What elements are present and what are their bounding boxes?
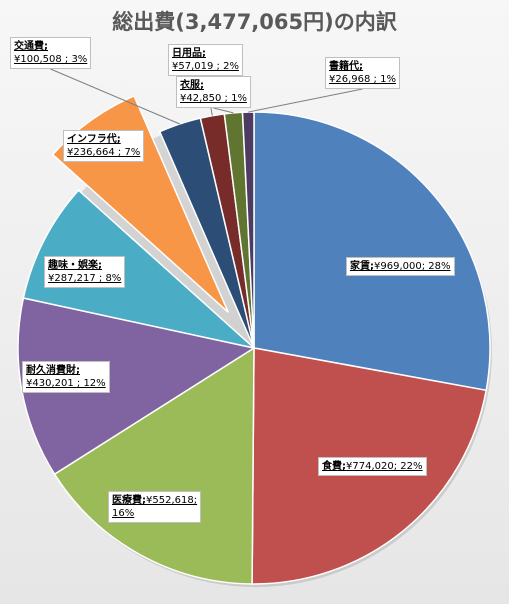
data-label-category: 食費;: [322, 461, 346, 472]
data-label-category: インフラ代;: [67, 134, 121, 145]
data-label-category: 耐久消費財;: [26, 365, 80, 376]
data-label-category: 衣服;: [180, 80, 204, 91]
data-label-category: 交通費;: [14, 41, 48, 52]
pie-slice-5: [22, 189, 257, 350]
chart-title: 総出費(3,477,065円)の内訳: [112, 10, 397, 34]
pie-slice-4: [17, 297, 256, 476]
data-label-2: 食費;¥774,020; 22%: [318, 457, 427, 476]
data-label-value: ¥774,020; 22%: [346, 461, 423, 472]
data-label-value: ¥42,850 ; 1%: [180, 93, 247, 104]
data-label-value: ¥57,019 ; 2%: [172, 61, 239, 72]
data-label-value: ¥430,201 ; 12%: [26, 378, 106, 389]
pie-slice-3: [53, 346, 255, 585]
data-label-9: 衣服; ¥42,850 ; 1%: [176, 76, 251, 108]
data-label-5: 趣味・娯楽; ¥287,217 ; 8%: [44, 256, 126, 288]
data-label-value: ¥26,968 ; 1%: [329, 74, 396, 85]
data-label-value: ¥552,618;: [146, 495, 198, 506]
leader-line-9: [213, 107, 234, 114]
data-label-value: ¥100,508 ; 3%: [14, 54, 88, 65]
data-label-10: 書籍代; ¥26,968 ; 1%: [325, 57, 400, 89]
data-label-value: ¥236,664 ; 7%: [67, 147, 141, 158]
data-label-value: ¥287,217 ; 8%: [48, 273, 122, 284]
leader-line-10: [248, 88, 363, 113]
leader-line-7: [50, 68, 180, 125]
data-label-percent: 16%: [112, 508, 135, 519]
data-label-category: 趣味・娯楽;: [48, 260, 102, 271]
data-label-category: 日用品;: [172, 48, 206, 59]
data-label-6: インフラ代; ¥236,664 ; 7%: [63, 130, 145, 162]
data-label-1: 家賃;¥969,000; 28%: [346, 257, 455, 276]
data-label-3: 医療費;¥552,618; 16%: [108, 491, 202, 523]
pie-slice-1: [253, 111, 491, 392]
data-label-category: 医療費;: [112, 495, 146, 506]
data-label-7: 交通費; ¥100,508 ; 3%: [10, 37, 92, 69]
data-label-8: 日用品; ¥57,019 ; 2%: [168, 44, 243, 76]
data-label-category: 家賃;: [350, 261, 374, 272]
data-label-category: 書籍代;: [329, 61, 363, 72]
data-label-value: ¥969,000; 28%: [374, 261, 451, 272]
data-label-4: 耐久消費財; ¥430,201 ; 12%: [22, 361, 110, 393]
